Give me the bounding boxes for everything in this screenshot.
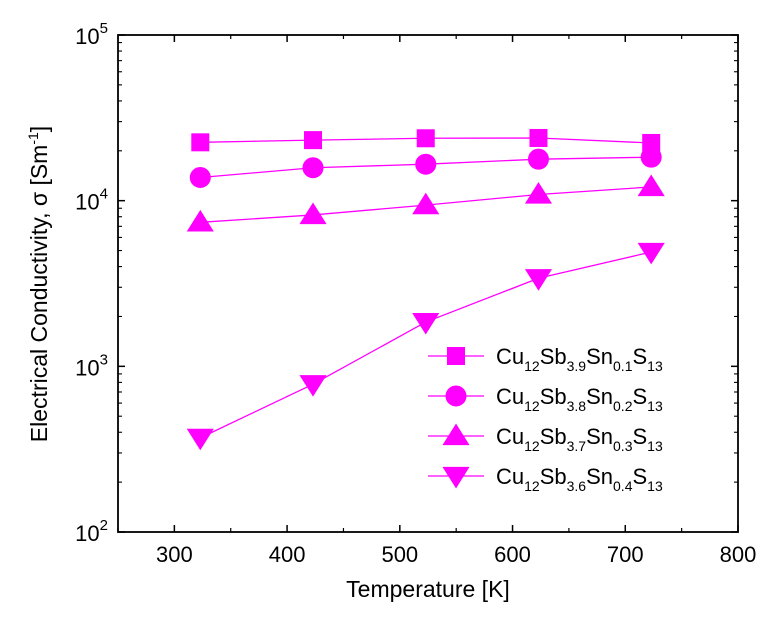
legend-marker — [442, 423, 470, 446]
series-1 — [191, 128, 661, 152]
plot-frame — [117, 34, 739, 533]
data-point — [529, 128, 548, 147]
x-tick-label: 300 — [156, 542, 193, 567]
legend-entry: Cu12Sb3.8Sn0.2S13 — [428, 384, 663, 414]
data-point — [415, 153, 437, 175]
legend-marker — [445, 385, 467, 407]
data-point — [637, 174, 665, 197]
data-point — [186, 209, 214, 232]
data-point — [524, 182, 553, 204]
data-point — [412, 312, 440, 335]
data-point — [527, 148, 549, 170]
legend-label: Cu12Sb3.6Sn0.4S13 — [496, 464, 663, 494]
y-axis-title-sup: -1 — [25, 132, 41, 145]
x-tick-label: 700 — [607, 542, 644, 567]
legend-label: Cu12Sb3.7Sn0.3S13 — [496, 424, 663, 454]
data-point — [191, 133, 210, 152]
data-point — [186, 428, 214, 451]
data-point — [640, 146, 662, 168]
data-point — [302, 157, 324, 179]
x-tick-label: 500 — [381, 542, 418, 567]
data-point — [637, 242, 665, 265]
data-point — [299, 375, 327, 397]
legend-entry: Cu12Sb3.9Sn0.1S13 — [428, 344, 663, 374]
y-tick-label: 104 — [75, 186, 108, 215]
legend-marker — [447, 347, 465, 365]
x-axis-title: Temperature [K] — [346, 576, 510, 602]
legend-label: Cu12Sb3.8Sn0.2S13 — [496, 384, 663, 414]
y-tick-label: 102 — [75, 517, 108, 546]
series-4 — [186, 242, 665, 451]
series-layer — [186, 128, 665, 451]
legend: Cu12Sb3.9Sn0.1S13 Cu12Sb3.8Sn0.2S13 Cu12Sb… — [428, 344, 663, 494]
legend-entry: Cu12Sb3.6Sn0.4S13 — [428, 464, 663, 494]
y-tick-label: 103 — [75, 351, 108, 380]
data-point — [524, 269, 553, 291]
y-axis-title-close: ] — [26, 126, 52, 132]
plot-axes: 300 400 500 600 700 800 102 103 104 105 — [75, 20, 756, 567]
y-tick-label: 105 — [75, 20, 108, 49]
series-3 — [186, 174, 665, 232]
legend-label: Cu12Sb3.9Sn0.1S13 — [496, 344, 663, 374]
data-point — [299, 202, 327, 225]
legend-entry: Cu12Sb3.7Sn0.3S13 — [428, 423, 663, 454]
y-axis-title: Electrical Conductivity, σ [Sm-1] — [25, 126, 52, 442]
x-tick-label: 600 — [494, 542, 531, 567]
data-point — [416, 129, 435, 148]
x-tick-label: 800 — [720, 542, 757, 567]
legend-marker — [442, 466, 470, 489]
y-axis-title-main: Electrical Conductivity, σ [Sm — [26, 145, 52, 443]
data-point — [304, 131, 323, 150]
x-tick-label: 400 — [269, 542, 306, 567]
data-point — [412, 192, 440, 215]
data-point — [189, 166, 211, 188]
series-2 — [189, 146, 662, 188]
